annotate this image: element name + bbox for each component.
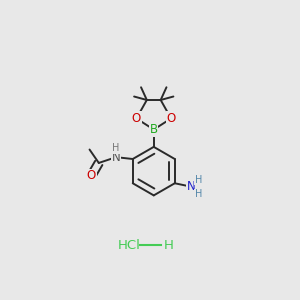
- Text: H: H: [112, 143, 120, 153]
- Text: B: B: [150, 123, 158, 136]
- Text: H: H: [195, 175, 202, 185]
- Text: H: H: [164, 238, 174, 252]
- Text: HCl: HCl: [118, 238, 141, 252]
- Text: O: O: [132, 112, 141, 125]
- Text: O: O: [87, 169, 96, 182]
- Text: N: N: [112, 151, 121, 164]
- Text: N: N: [187, 180, 196, 193]
- Text: O: O: [167, 112, 176, 125]
- Text: H: H: [195, 189, 202, 200]
